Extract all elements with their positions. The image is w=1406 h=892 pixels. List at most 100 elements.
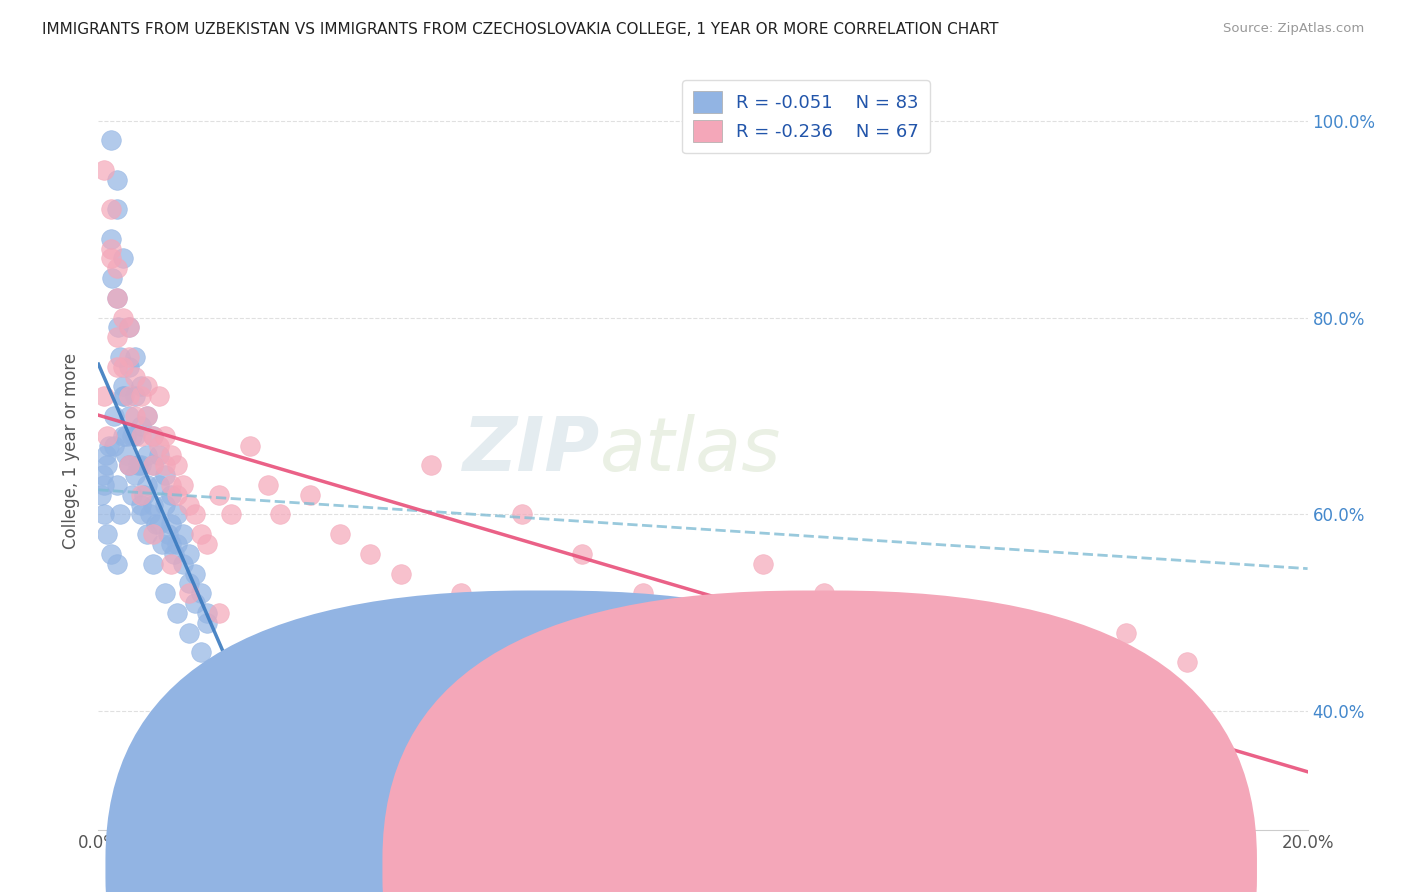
- Point: [153, 428, 176, 442]
- Point: [631, 586, 654, 600]
- Point: [100, 133, 122, 147]
- Point: [148, 478, 170, 492]
- Point: [129, 379, 152, 393]
- Point: [179, 576, 201, 591]
- Point: [100, 242, 122, 256]
- Point: [139, 508, 162, 522]
- Point: [153, 468, 176, 483]
- Point: [994, 665, 1017, 679]
- Point: [179, 586, 201, 600]
- Point: [269, 645, 291, 659]
- Point: [153, 586, 176, 600]
- Point: [184, 596, 207, 610]
- Point: [172, 527, 194, 541]
- Point: [129, 428, 152, 442]
- Point: [150, 537, 173, 551]
- Point: [360, 547, 382, 561]
- Point: [934, 655, 956, 669]
- Point: [389, 694, 412, 708]
- Point: [269, 508, 291, 522]
- Legend: R = -0.051    N = 83, R = -0.236    N = 67: R = -0.051 N = 83, R = -0.236 N = 67: [682, 80, 929, 153]
- Text: ZIP: ZIP: [463, 414, 600, 487]
- Point: [221, 508, 243, 522]
- Point: [420, 458, 443, 473]
- Point: [96, 527, 118, 541]
- Point: [142, 557, 165, 571]
- Point: [239, 438, 262, 452]
- Point: [124, 389, 146, 403]
- Point: [190, 527, 212, 541]
- Point: [299, 488, 322, 502]
- Point: [93, 508, 115, 522]
- Point: [1054, 684, 1077, 698]
- Point: [105, 261, 128, 276]
- Point: [107, 320, 129, 334]
- Point: [118, 458, 141, 473]
- Text: atlas: atlas: [600, 415, 782, 486]
- Point: [118, 458, 141, 473]
- Point: [111, 310, 134, 325]
- Point: [93, 162, 115, 177]
- Point: [100, 232, 122, 246]
- Point: [135, 409, 157, 423]
- Point: [112, 389, 135, 403]
- Point: [124, 350, 146, 364]
- Point: [450, 586, 472, 600]
- Point: [105, 330, 128, 344]
- Text: Source: ZipAtlas.com: Source: ZipAtlas.com: [1223, 22, 1364, 36]
- Point: [135, 478, 157, 492]
- Point: [98, 438, 121, 452]
- Point: [256, 478, 278, 492]
- Point: [179, 625, 201, 640]
- Point: [160, 517, 183, 532]
- Point: [135, 409, 157, 423]
- Point: [153, 458, 176, 473]
- Point: [172, 557, 194, 571]
- Point: [129, 418, 152, 433]
- Point: [105, 172, 128, 186]
- Point: [118, 458, 141, 473]
- Point: [142, 527, 165, 541]
- Point: [105, 557, 128, 571]
- Point: [135, 527, 157, 541]
- Point: [129, 488, 152, 502]
- Point: [129, 389, 152, 403]
- Point: [93, 478, 115, 492]
- Text: Immigrants from Uzbekistan: Immigrants from Uzbekistan: [591, 858, 827, 876]
- Point: [873, 625, 896, 640]
- Point: [160, 478, 183, 492]
- Point: [145, 517, 167, 532]
- Point: [153, 498, 176, 512]
- Point: [510, 508, 533, 522]
- Point: [105, 359, 128, 374]
- Point: [195, 615, 218, 630]
- Point: [121, 428, 143, 442]
- Point: [118, 389, 141, 403]
- Point: [96, 428, 118, 442]
- Point: [692, 606, 714, 620]
- Point: [100, 547, 122, 561]
- Point: [813, 586, 835, 600]
- Point: [96, 458, 118, 473]
- Point: [160, 488, 183, 502]
- Point: [118, 409, 141, 423]
- Point: [124, 409, 146, 423]
- Point: [148, 517, 170, 532]
- Point: [105, 291, 128, 305]
- Point: [329, 527, 352, 541]
- Point: [118, 350, 141, 364]
- Point: [195, 537, 218, 551]
- Point: [100, 271, 122, 285]
- Point: [100, 202, 122, 217]
- Point: [190, 645, 212, 659]
- Point: [118, 320, 141, 334]
- Point: [129, 508, 152, 522]
- Point: [111, 359, 134, 374]
- Point: [142, 458, 165, 473]
- Point: [166, 606, 188, 620]
- Point: [184, 508, 207, 522]
- Point: [129, 498, 152, 512]
- Point: [132, 488, 155, 502]
- Y-axis label: College, 1 year or more: College, 1 year or more: [62, 352, 80, 549]
- Point: [179, 547, 201, 561]
